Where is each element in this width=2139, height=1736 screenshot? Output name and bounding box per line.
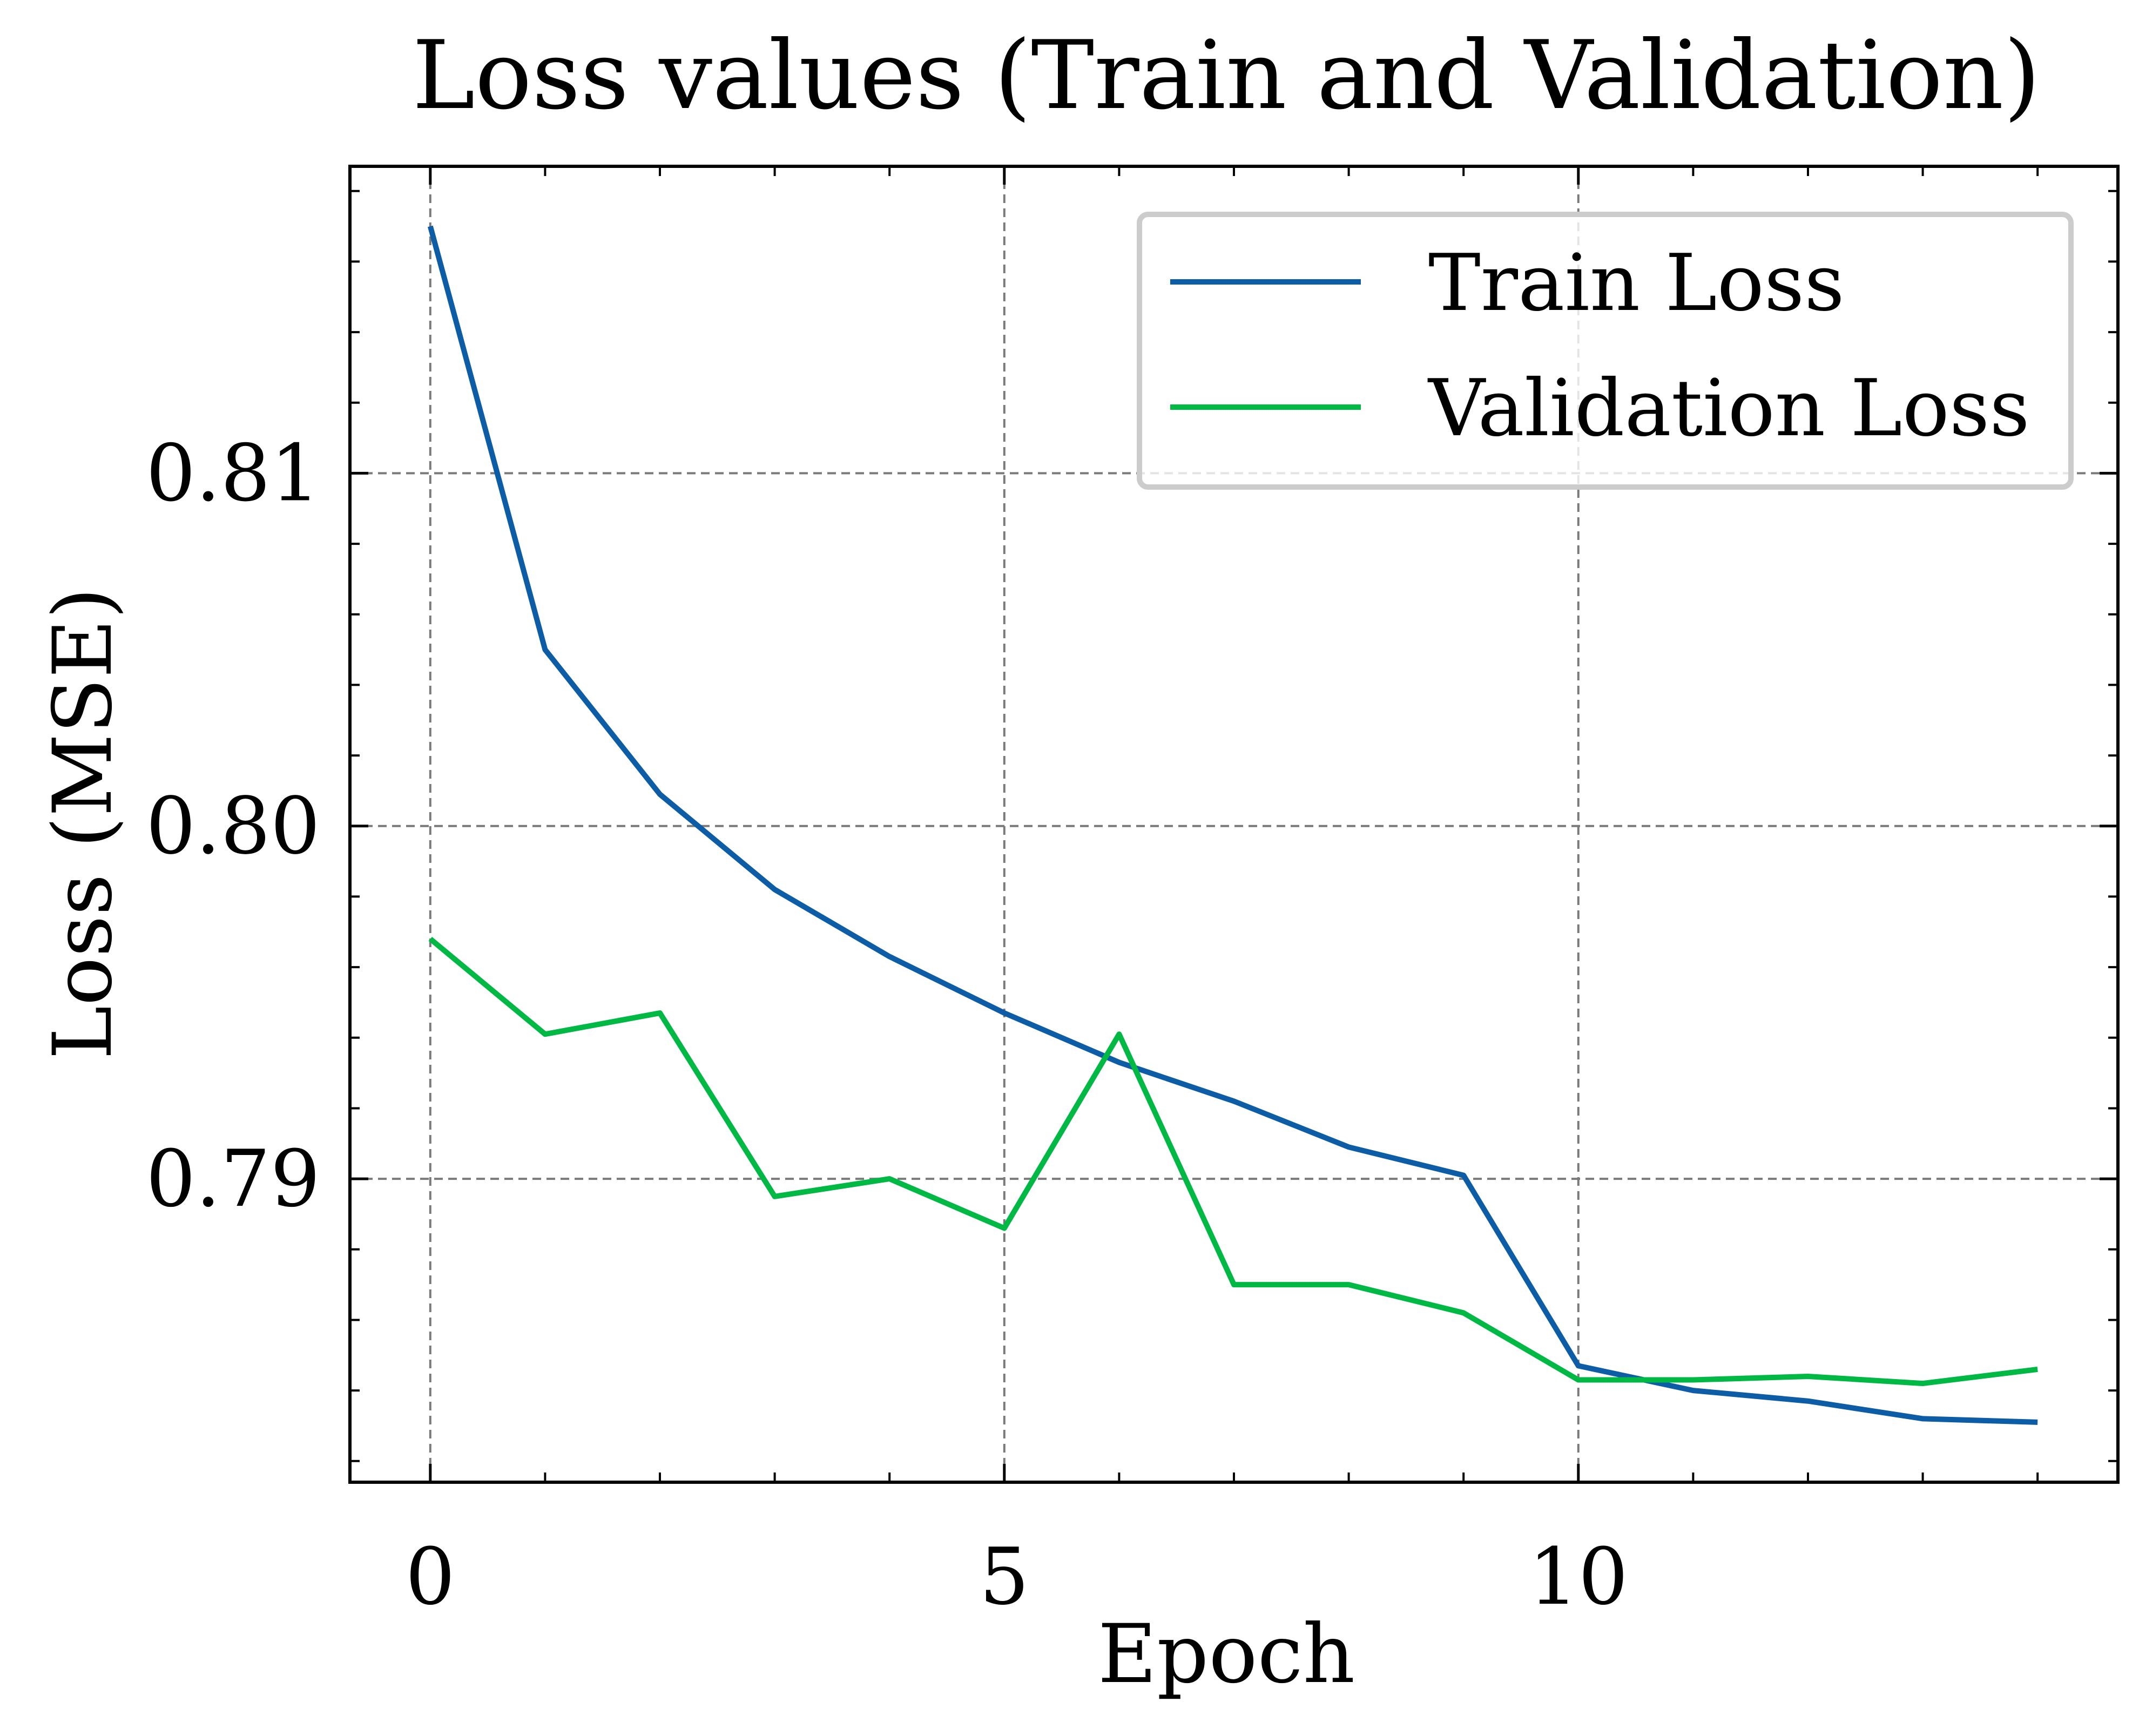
grid-lines (350, 166, 2118, 1482)
series-lines (427, 225, 2038, 1425)
y-tick-label: 0.79 (146, 1133, 320, 1225)
legend: Train Loss Validation Loss (1137, 212, 2074, 490)
validation-loss-line (428, 936, 2038, 1387)
x-tick-label: 0 (406, 1531, 455, 1623)
x-tick-label: 5 (980, 1531, 1029, 1623)
plot-frame (348, 165, 2120, 1484)
train-loss-line (427, 225, 2038, 1425)
y-tick-label: 0.81 (146, 428, 320, 519)
axis-ticks: 0 5 10 0.79 0.80 0.81 (146, 166, 2118, 1623)
x-tick-label: 10 (1529, 1531, 1629, 1623)
chart-title: Loss values (Train and Validation) (412, 21, 2040, 131)
legend-label: Validation Loss (1427, 363, 2030, 454)
legend-label: Train Loss (1428, 238, 1845, 329)
legend-box (1137, 212, 2074, 490)
y-axis-label: Loss (MSE) (36, 587, 130, 1059)
y-tick-label: 0.80 (146, 781, 320, 872)
x-axis-label: Epoch (1098, 1607, 1355, 1701)
